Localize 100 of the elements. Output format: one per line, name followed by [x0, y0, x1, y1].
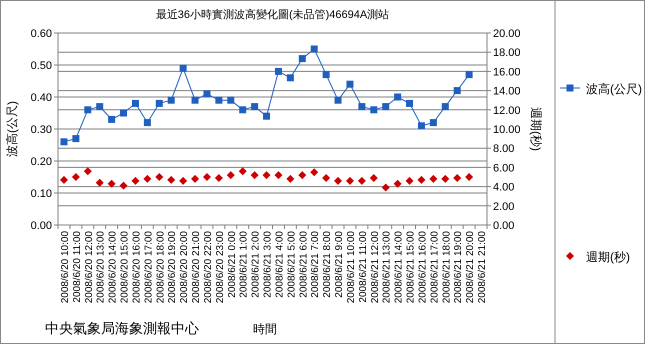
point	[72, 173, 80, 181]
y-axis-title: 波高(公尺)	[5, 101, 19, 157]
y-tick-label: 0.50	[30, 60, 52, 72]
point	[131, 176, 140, 185]
x-tick-label: 2008/6/21 13:00	[382, 230, 393, 304]
y2-tick-label: 10.00	[493, 124, 521, 136]
point	[406, 100, 414, 107]
point	[227, 96, 234, 104]
x-tick-label: 2008/6/21 5:00	[286, 230, 298, 298]
point	[394, 180, 402, 188]
point	[167, 176, 176, 184]
point	[346, 80, 354, 88]
point	[286, 74, 294, 82]
point	[180, 64, 187, 72]
point	[298, 171, 306, 180]
point	[442, 103, 449, 110]
x-tick-label: 2008/6/21 19:00	[453, 230, 464, 304]
point	[155, 173, 164, 181]
x-tick-label: 2008/6/21 1:00	[238, 230, 250, 298]
x-tick-label: 2008/6/21 10:00	[346, 230, 357, 304]
legend-label: 週期(秒)	[586, 250, 630, 264]
x-tick-label: 2008/6/20 12:00	[84, 230, 95, 304]
y2-tick-label: 4.00	[493, 182, 514, 194]
x-tick-label: 2008/6/20 19:00	[167, 230, 178, 304]
x-tick-label: 2008/6/21 16:00	[417, 230, 428, 304]
point	[322, 71, 330, 78]
point	[298, 55, 306, 62]
point	[144, 119, 151, 126]
point	[382, 184, 390, 192]
x-tick-label: 2008/6/20 15:00	[120, 230, 131, 304]
point	[72, 135, 80, 142]
y-tick-label: 0.60	[30, 28, 52, 40]
point	[334, 96, 342, 104]
point	[453, 174, 462, 182]
x-tick-label: 2008/6/20 18:00	[155, 230, 166, 304]
x-tick-label: 2008/6/20 16:00	[131, 230, 142, 304]
x-tick-label: 2008/6/21 4:00	[274, 230, 286, 298]
point	[465, 173, 474, 181]
point	[334, 176, 342, 185]
point	[132, 100, 139, 107]
point	[214, 174, 223, 182]
y-tick-label: 0.00	[30, 220, 52, 232]
y2-tick-label: 8.00	[493, 143, 514, 156]
point	[454, 87, 461, 94]
point	[96, 103, 104, 110]
point	[251, 103, 258, 110]
legend-label: 波高(公尺)	[586, 82, 642, 96]
x-tick-label: 2008/6/21 17:00	[429, 230, 440, 304]
point	[168, 96, 175, 104]
point	[84, 106, 92, 114]
x-tick-label: 2008/6/20 14:00	[108, 230, 119, 304]
x-tick-label: 2008/6/20 11:00	[72, 230, 83, 303]
y2-tick-label: 12.00	[493, 104, 521, 117]
x-tick-label: 2008/6/21 6:00	[298, 230, 310, 298]
x-tick-label: 2008/6/20 13:00	[96, 230, 107, 304]
point	[108, 116, 116, 123]
x-tick-label: 2008/6/20 21:00	[191, 230, 202, 304]
y2-tick-label: 18.00	[493, 47, 521, 60]
point	[239, 106, 246, 114]
x-tick-label: 2008/6/21 20:00	[465, 230, 476, 304]
y-tick-label: 0.30	[30, 124, 52, 136]
x-tick-label: 2008/6/20 10:00	[60, 230, 71, 304]
x-tick-label: 2008/6/21 8:00	[322, 230, 334, 298]
y2-tick-label: 2.00	[493, 200, 514, 213]
x-tick-label: 2008/6/21 0:00	[226, 230, 238, 298]
point	[429, 174, 438, 183]
point	[156, 100, 163, 107]
x-tick-label: 2008/6/21 18:00	[441, 230, 452, 304]
point	[274, 171, 282, 180]
point	[60, 138, 68, 146]
point	[60, 176, 68, 184]
point	[143, 174, 152, 183]
x-axis-title: 時間	[253, 322, 277, 336]
point	[394, 94, 402, 100]
point	[226, 171, 235, 180]
point	[202, 173, 211, 181]
point	[322, 174, 330, 182]
chart-title: 最近36小時實測波高變化圖(未品管)46694A測站	[156, 8, 390, 21]
point	[430, 119, 437, 126]
x-tick-label: 2008/6/20 17:00	[143, 230, 154, 304]
point	[370, 106, 378, 114]
point	[310, 168, 318, 176]
point	[346, 176, 354, 185]
point	[96, 178, 104, 187]
y2-tick-label: 0.00	[493, 220, 514, 232]
point	[179, 176, 188, 185]
point	[215, 96, 222, 104]
point	[406, 176, 414, 185]
point	[466, 71, 473, 78]
y2-tick-label: 20.00	[493, 28, 521, 40]
point	[84, 167, 92, 176]
point	[358, 103, 366, 110]
y-tick-label: 0.10	[30, 188, 52, 200]
x-tick-label: 2008/6/20 20:00	[179, 230, 190, 304]
x-tick-label: 2008/6/21 21:00	[477, 230, 488, 304]
point	[358, 176, 366, 185]
point	[108, 180, 116, 188]
point	[262, 171, 271, 180]
point	[238, 167, 247, 176]
point	[203, 90, 210, 98]
